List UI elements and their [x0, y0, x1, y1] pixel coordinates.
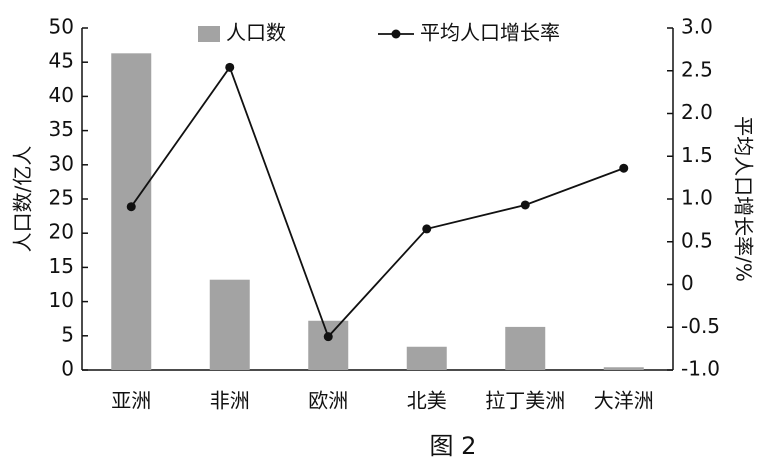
x-tick-label: 拉丁美洲	[485, 389, 565, 413]
y2-tick-label: -1.0	[681, 357, 720, 381]
legend-label: 平均人口增长率	[420, 21, 560, 45]
line	[130, 65, 625, 339]
y-axis-label: 人口数/亿人	[11, 146, 35, 253]
y2-tick-label: 1.5	[681, 143, 713, 167]
y-tick-label: 25	[49, 186, 74, 210]
y-tick-label: 15	[49, 254, 74, 278]
line-point	[619, 163, 629, 173]
x-tick-label: 北美	[407, 389, 447, 413]
x-tick-label: 大洋洲	[594, 389, 654, 413]
legend-swatch	[198, 26, 220, 42]
legend-label: 人口数	[226, 21, 286, 45]
y2-tick-label: 1.0	[681, 186, 713, 210]
line-point	[422, 224, 432, 234]
y-tick-label: 0	[61, 357, 74, 381]
y-tick-label: 35	[49, 117, 74, 141]
bar	[603, 367, 644, 370]
y-tick-label: 40	[49, 83, 74, 107]
line-point	[126, 202, 136, 212]
y2-tick-label: 0.5	[681, 228, 713, 252]
x-tick-label: 欧洲	[308, 389, 348, 413]
x-tick-label: 非洲	[210, 389, 250, 413]
line-point	[225, 62, 235, 72]
y-tick-label: 30	[49, 151, 74, 175]
bar	[406, 346, 447, 370]
y-tick-label: 10	[49, 288, 74, 312]
bar	[209, 279, 250, 370]
x-tick-label: 亚洲	[111, 389, 151, 413]
y2-tick-label: 2.5	[681, 57, 713, 81]
y-tick-label: 20	[49, 220, 74, 244]
bar	[505, 326, 546, 370]
line-point	[323, 332, 333, 342]
y2-tick-label: 0	[681, 271, 694, 295]
y-tick-label: 45	[49, 49, 74, 73]
y-tick-label: 5	[61, 322, 74, 346]
y2-tick-label: 2.0	[681, 100, 713, 124]
y2-tick-label: -0.5	[681, 314, 720, 338]
y-tick-label: 50	[49, 15, 74, 39]
y2-tick-label: 3.0	[681, 15, 713, 39]
line-point	[520, 200, 530, 210]
bar	[308, 320, 349, 370]
legend-swatch	[391, 29, 401, 39]
chart-caption: 图 2	[430, 432, 477, 460]
y2-axis-label: 平均人口增长率/%	[732, 116, 756, 282]
bar	[111, 53, 152, 371]
